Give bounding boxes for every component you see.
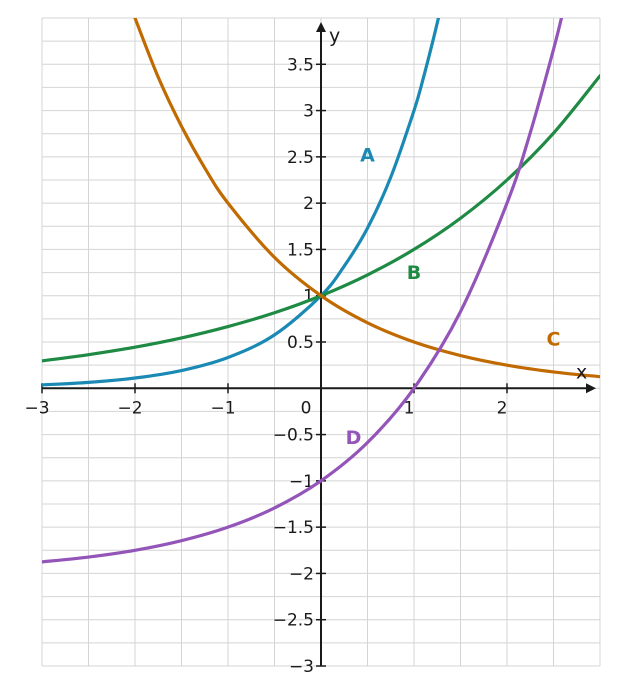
y-axis-arrow [316, 22, 326, 32]
x-tick-label: 2 [497, 398, 508, 418]
x-tick-label: −1 [210, 398, 235, 418]
y-tick-label: −3 [289, 657, 314, 677]
ticks: −3 −2 −1 0 1 2 −3 −2.5 −2 −1.5 −1 −0.5 0.5 1 1.5 2 2.5 3 3… [24, 55, 508, 677]
labels: x y A B C D [329, 25, 587, 449]
x-tick-label: −3 [24, 398, 49, 418]
series-line-a [42, 18, 441, 387]
series-label-c: C [547, 329, 561, 351]
x-tick-label: 0 [301, 398, 312, 418]
y-tick-label: 0.5 [287, 333, 314, 353]
x-axis-label: x [576, 361, 587, 383]
y-tick-label: 2 [303, 194, 314, 214]
curves [42, 18, 600, 564]
x-tick-label: 1 [404, 398, 415, 418]
series-label-a: A [360, 144, 375, 166]
y-axis-label: y [329, 25, 340, 47]
series-label-b: B [407, 262, 421, 284]
y-tick-label: −1 [289, 472, 314, 492]
y-tick-label: 1 [303, 287, 314, 307]
series-line-d [42, 18, 564, 564]
x-tick-label: −2 [117, 398, 142, 418]
series-line-c [133, 18, 600, 379]
y-tick-label: −1.5 [273, 518, 314, 538]
series-label-d: D [346, 427, 362, 449]
y-tick-label: −2 [289, 564, 314, 584]
y-tick-label: 2.5 [287, 148, 314, 168]
y-tick-label: 1.5 [287, 240, 314, 260]
y-tick-label: −0.5 [273, 426, 314, 446]
y-tick-label: 3 [303, 102, 314, 122]
y-tick-label: −2.5 [273, 611, 314, 631]
x-axis-arrow [586, 383, 596, 394]
axes [42, 22, 596, 666]
y-tick-label: 3.5 [287, 55, 314, 75]
